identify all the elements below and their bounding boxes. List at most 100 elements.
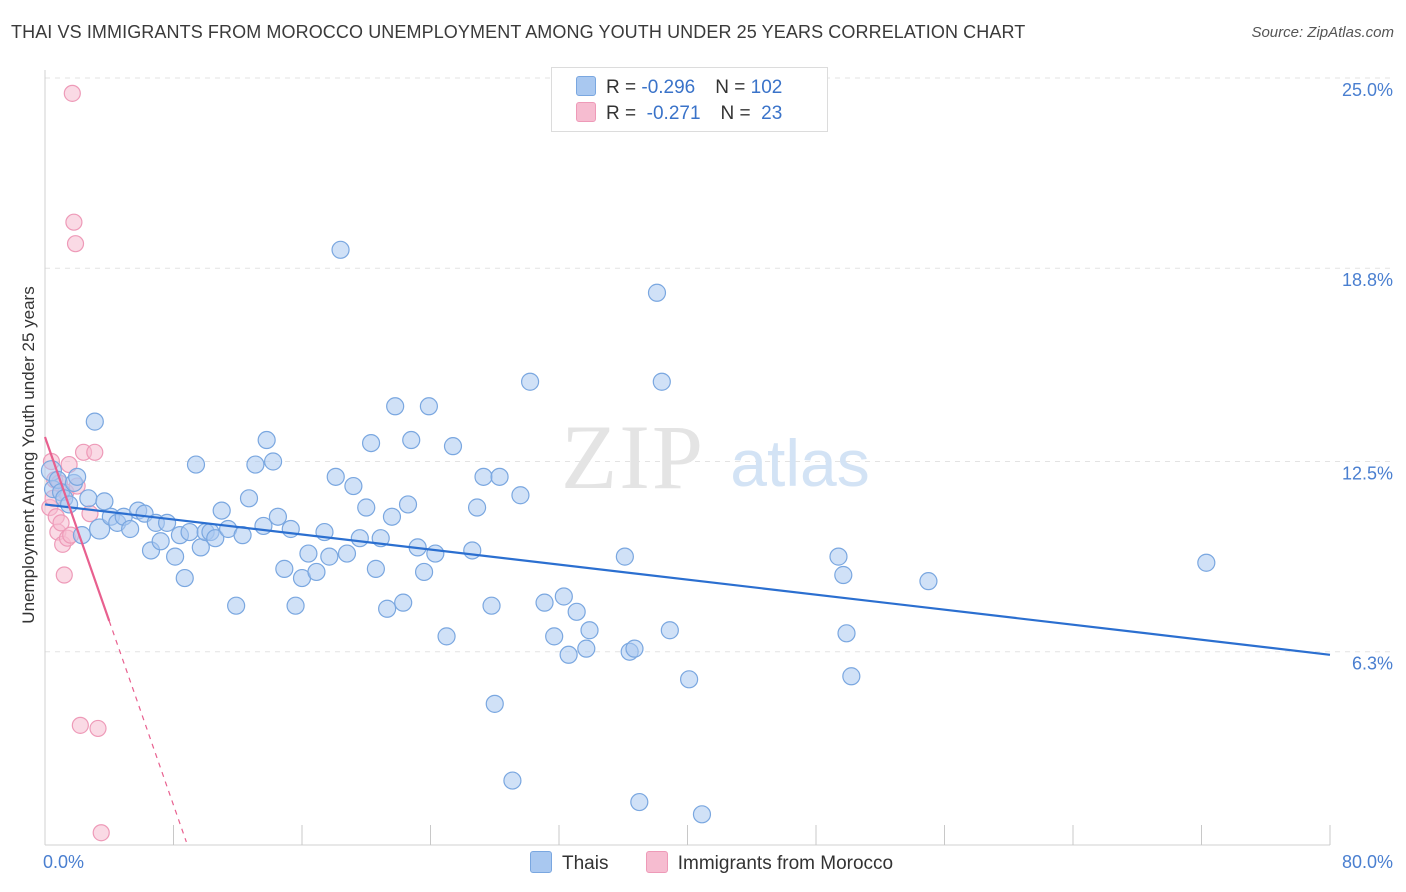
thais-point [842, 667, 861, 686]
thais-point [186, 455, 206, 474]
thais-point [275, 559, 294, 578]
thais-point [463, 541, 482, 560]
legend-swatch-pink [576, 102, 596, 122]
legend-r-label: R = [606, 103, 642, 124]
thais-point [577, 639, 596, 658]
thais-point [485, 694, 504, 713]
thais-point [85, 412, 104, 431]
morocco-point [66, 235, 85, 253]
thais-point [68, 467, 87, 486]
morocco-point [55, 566, 73, 584]
thais-point [166, 547, 185, 566]
x-tick-min: 0.0% [43, 852, 85, 872]
legend-n-label: N = [715, 77, 751, 98]
legend-r-value: -0.296 [641, 77, 696, 98]
y-tick-label: 18.8% [1342, 270, 1393, 290]
series-thais-points [40, 240, 1216, 824]
legend-n-label: N = [720, 103, 756, 124]
thais-point [398, 495, 418, 514]
thais-point [320, 547, 339, 566]
thais-point [467, 498, 487, 517]
thais-point [366, 559, 385, 578]
morocco-point [63, 84, 81, 102]
thais-point [660, 621, 679, 640]
thais-point [443, 437, 463, 456]
morocco-trend-line [43, 436, 111, 622]
morocco-point [92, 824, 110, 842]
trend-lines [43, 436, 1331, 843]
thais-point [175, 568, 194, 588]
thais-point [286, 596, 305, 615]
watermark-zip: ZIP [561, 406, 705, 508]
thais-point [263, 452, 283, 471]
thais-point [378, 599, 397, 618]
thais-point [212, 501, 231, 520]
thais-point [567, 602, 586, 621]
thais-point [268, 507, 288, 526]
thais-point [254, 516, 273, 536]
legend-n-value: 23 [755, 103, 783, 124]
thais-point [121, 519, 140, 539]
thais-trend-line [44, 503, 1331, 656]
thais-point [382, 507, 402, 526]
legend-r-label: R = [606, 77, 642, 98]
thais-point [426, 544, 445, 563]
thais-point [545, 627, 564, 646]
legend-r-value: -0.271 [641, 103, 701, 124]
thais-point [89, 518, 111, 540]
thais-point [326, 467, 345, 486]
morocco-trend-extension [108, 620, 187, 843]
thais-point [394, 593, 413, 612]
thais-point [474, 467, 493, 486]
thais-point [680, 670, 699, 689]
thais-point [95, 492, 114, 511]
thais-point [625, 639, 644, 658]
thais-point [535, 593, 554, 612]
morocco-point [65, 213, 83, 231]
thais-point [191, 538, 210, 557]
chart-title: THAI VS IMMIGRANTS FROM MOROCCO UNEMPLOY… [11, 22, 1026, 42]
legend-swatch-blue [576, 76, 596, 96]
y-tick-label: 12.5% [1342, 464, 1393, 484]
morocco-point [89, 719, 107, 738]
legend-item-morocco: Immigrants from Morocco [645, 851, 894, 875]
thais-point [227, 596, 246, 615]
thais-point [257, 430, 276, 450]
thais-point [647, 283, 667, 302]
series-legend: Thais Immigrants from Morocco [530, 851, 925, 875]
watermark: ZIP atlas [561, 406, 870, 508]
thais-point [580, 621, 599, 640]
thais-point [520, 372, 540, 391]
thais-point [1197, 553, 1216, 572]
legend-swatch-morocco [645, 851, 668, 873]
thais-point [419, 397, 438, 416]
legend-row-thais: R = -0.296 N = 102 [576, 76, 782, 102]
y-tick-label: 6.3% [1352, 654, 1393, 674]
legend-label-morocco: Immigrants from Morocco [677, 853, 894, 874]
thais-point [337, 544, 357, 563]
thais-point [299, 544, 318, 563]
thais-point [361, 433, 381, 453]
thais-point [437, 627, 456, 646]
legend-label-thais: Thais [562, 853, 609, 874]
thais-point [630, 792, 649, 812]
legend-item-thais: Thais [530, 851, 608, 875]
grid-lines [45, 77, 1394, 653]
y-axis-label: Unemployment Among Youth under 25 years [19, 286, 38, 624]
thais-point [837, 624, 856, 643]
thais-point [402, 430, 421, 450]
x-tick-max: 80.0% [1341, 852, 1393, 872]
legend-swatch-thais [530, 851, 552, 873]
thais-point [151, 532, 170, 551]
thais-point [157, 513, 177, 532]
thais-point [652, 372, 671, 391]
thais-point [692, 805, 712, 824]
thais-point [307, 562, 326, 582]
thais-point [350, 529, 369, 548]
thais-point [180, 522, 199, 542]
thais-point [482, 596, 501, 615]
thais-point [331, 240, 350, 259]
morocco-point [52, 514, 70, 532]
thais-point [503, 771, 522, 790]
